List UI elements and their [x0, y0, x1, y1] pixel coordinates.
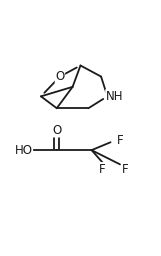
Text: F: F — [99, 163, 106, 176]
Text: O: O — [52, 124, 61, 137]
Text: F: F — [117, 134, 123, 147]
Text: F: F — [122, 163, 128, 176]
Text: NH: NH — [106, 90, 123, 103]
Text: HO: HO — [14, 144, 33, 157]
Text: O: O — [55, 70, 65, 83]
